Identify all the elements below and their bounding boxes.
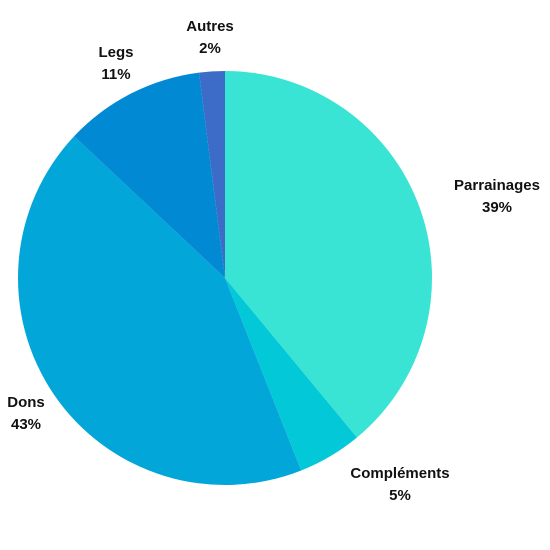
label-legs-name: Legs [98,44,134,61]
label-dons-name: Dons [7,394,45,411]
label-legs: Legs 11% [98,42,133,86]
label-dons-value: 43% [10,416,42,433]
pie-slice-dons [18,136,302,485]
label-parrainages-name: Parrainages [454,177,540,194]
label-complements-value: 5% [389,487,411,504]
label-autres-name: Autres [186,18,234,35]
pie-slice-autres [199,70,225,278]
label-autres-value: 2% [199,40,221,57]
label-parrainages-value: 39% [481,199,513,216]
label-dons: Dons 43% [7,392,45,436]
label-parrainages: Parrainages 39% [454,175,540,219]
pie-slice-parrainages [225,71,433,438]
label-complements: Compléments 5% [350,463,449,507]
pie-slice-legs [74,72,225,278]
label-complements-name: Compléments [350,465,450,482]
pie-slice-complements [225,278,357,471]
label-legs-value: 11% [101,66,131,83]
label-autres: Autres 2% [186,16,234,60]
